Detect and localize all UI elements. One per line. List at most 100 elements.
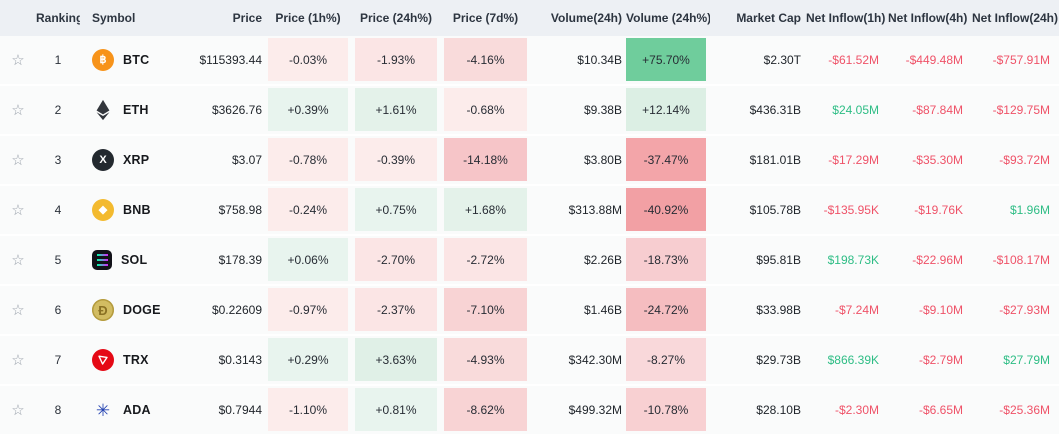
table-row: ☆ 3 X XRP $3.07 -0.78% -0.39% -14.18% $3… <box>0 134 1059 185</box>
volume-24h-value: $10.34B <box>577 53 622 67</box>
net-inflow-4h-value: -$19.76K <box>888 184 972 235</box>
ranking-value: 6 <box>36 284 80 335</box>
market-cap-value: $95.81B <box>710 234 806 285</box>
volume-24h-pct-cell: -8.27% <box>626 338 706 381</box>
price-value: $758.98 <box>168 184 268 235</box>
net-inflow-1h-value: -$135.95K <box>806 184 888 235</box>
header-net-inflow-1h[interactable]: Net Inflow(1h) <box>806 11 886 25</box>
price-24h-pct-cell: +1.61% <box>355 88 437 131</box>
favorite-star-icon[interactable]: ☆ <box>11 151 25 169</box>
market-cap-value: $33.98B <box>710 284 806 335</box>
header-price-24h[interactable]: Price (24h%) <box>359 11 433 25</box>
symbol-cell[interactable]: TRX <box>92 349 168 371</box>
xrp-icon: X <box>92 149 114 171</box>
symbol-label: BNB <box>123 203 151 217</box>
favorite-star-icon[interactable]: ☆ <box>11 101 25 119</box>
net-inflow-24h-value: -$25.36M <box>972 384 1059 434</box>
net-inflow-1h-value: $198.73K <box>806 234 888 285</box>
net-inflow-1h-value: -$2.30M <box>806 384 888 434</box>
symbol-cell[interactable]: X XRP <box>92 149 168 171</box>
price-1h-pct-cell: -0.03% <box>268 38 348 81</box>
symbol-cell[interactable]: ETH <box>92 99 168 121</box>
header-price-7d[interactable]: Price (7d%) <box>452 11 519 25</box>
header-ranking[interactable]: Ranking <box>36 11 80 25</box>
net-inflow-4h-value: -$9.10M <box>888 284 972 335</box>
table-row: ☆ 6 Ð DOGE $0.22609 -0.97% -2.37% -7.10%… <box>0 284 1059 335</box>
price-24h-pct-cell: +0.75% <box>355 188 437 231</box>
trx-icon <box>92 349 114 371</box>
favorite-star-icon[interactable]: ☆ <box>11 301 25 319</box>
net-inflow-4h-value: -$2.79M <box>888 334 972 385</box>
table-header: Ranking Symbol Price Price (1h%) Price (… <box>0 0 1059 36</box>
price-1h-pct-cell: -1.10% <box>268 388 348 431</box>
table-row: ☆ 2 ETH $3626.76 +0.39% +1.61% -0.68% $9… <box>0 84 1059 135</box>
market-cap-value: $29.73B <box>710 334 806 385</box>
volume-24h-pct-cell: +12.14% <box>626 88 706 131</box>
symbol-cell[interactable]: SOL <box>92 250 168 270</box>
price-7d-pct-cell: -14.18% <box>444 138 527 181</box>
symbol-label: XRP <box>123 153 150 167</box>
price-24h-pct-cell: +3.63% <box>355 338 437 381</box>
header-net-inflow-4h[interactable]: Net Inflow(4h) <box>888 11 968 25</box>
net-inflow-1h-value: $24.05M <box>806 84 888 135</box>
price-24h-pct-cell: -1.93% <box>355 38 437 81</box>
symbol-cell[interactable]: ◆ BNB <box>92 199 168 221</box>
market-cap-value: $28.10B <box>710 384 806 434</box>
market-cap-value: $2.30T <box>763 53 801 67</box>
header-market-cap[interactable]: Market Cap <box>736 11 801 25</box>
price-24h-pct-cell: +0.81% <box>355 388 437 431</box>
net-inflow-4h-value: -$22.96M <box>888 234 972 285</box>
volume-24h-pct-cell: -37.47% <box>626 138 706 181</box>
header-favorite <box>0 0 36 36</box>
net-inflow-24h-value: $1.96M <box>972 184 1059 235</box>
net-inflow-24h-value: -$129.75M <box>972 84 1059 135</box>
table-row: ☆ 5 SOL $178.39 +0.06% -2.70% -2.72% $2.… <box>0 234 1059 285</box>
volume-24h-pct-cell: -18.73% <box>626 238 706 281</box>
favorite-star-icon[interactable]: ☆ <box>11 401 25 419</box>
price-1h-pct-cell: +0.39% <box>268 88 348 131</box>
table-body: ☆ 1 ฿ BTC $115393.44 -0.03% -1.93% -4.16… <box>0 36 1059 434</box>
favorite-star-icon[interactable]: ☆ <box>11 351 25 369</box>
ranking-value: 3 <box>36 134 80 185</box>
volume-24h-pct-cell: -10.78% <box>626 388 706 431</box>
price-value: $178.39 <box>168 234 268 285</box>
net-inflow-24h-value: -$108.17M <box>972 234 1059 285</box>
favorite-star-icon[interactable]: ☆ <box>11 251 25 269</box>
header-net-inflow-24h[interactable]: Net Inflow(24h) <box>972 11 1058 25</box>
price-24h-pct-cell: -2.37% <box>355 288 437 331</box>
volume-24h-value: $1.46B <box>527 284 626 335</box>
price-1h-pct-cell: +0.06% <box>268 238 348 281</box>
price-value: $0.3143 <box>168 334 268 385</box>
ada-icon: ✳ <box>95 400 111 420</box>
price-1h-pct-cell: -0.78% <box>268 138 348 181</box>
header-symbol[interactable]: Symbol <box>92 11 136 25</box>
symbol-cell[interactable]: ฿ BTC <box>92 49 168 71</box>
price-1h-pct-cell: +0.29% <box>268 338 348 381</box>
symbol-label: SOL <box>121 253 148 267</box>
net-inflow-24h-value: $27.79M <box>972 334 1059 385</box>
header-volume-24h-pct[interactable]: Volume (24h%) <box>626 11 710 25</box>
price-1h-pct-cell: -0.24% <box>268 188 348 231</box>
price-7d-pct-cell: -7.10% <box>444 288 527 331</box>
price-1h-pct-cell: -0.97% <box>268 288 348 331</box>
bnb-icon: ◆ <box>92 199 114 221</box>
symbol-cell[interactable]: ✳ ADA <box>92 399 168 421</box>
favorite-star-icon[interactable]: ☆ <box>11 51 25 69</box>
header-price[interactable]: Price <box>232 11 262 25</box>
header-volume-24h[interactable]: Volume(24h) <box>550 11 622 25</box>
net-inflow-1h-value: -$17.29M <box>806 134 888 185</box>
price-value: $3.07 <box>168 134 268 185</box>
favorite-star-icon[interactable]: ☆ <box>11 201 25 219</box>
price-24h-pct-cell: -0.39% <box>355 138 437 181</box>
volume-24h-value: $499.32M <box>527 384 626 434</box>
price-7d-pct-cell: -4.16% <box>444 38 527 81</box>
header-price-1h[interactable]: Price (1h%) <box>275 11 341 25</box>
volume-24h-value: $342.30M <box>527 334 626 385</box>
net-inflow-24h-value: -$93.72M <box>972 134 1059 185</box>
price-value: $0.7944 <box>168 384 268 434</box>
ranking-value: 5 <box>36 234 80 285</box>
symbol-cell[interactable]: Ð DOGE <box>92 299 168 321</box>
table-row: ☆ 1 ฿ BTC $115393.44 -0.03% -1.93% -4.16… <box>0 36 1059 85</box>
volume-24h-value: $3.80B <box>527 134 626 185</box>
price-value: $115393.44 <box>199 53 262 67</box>
